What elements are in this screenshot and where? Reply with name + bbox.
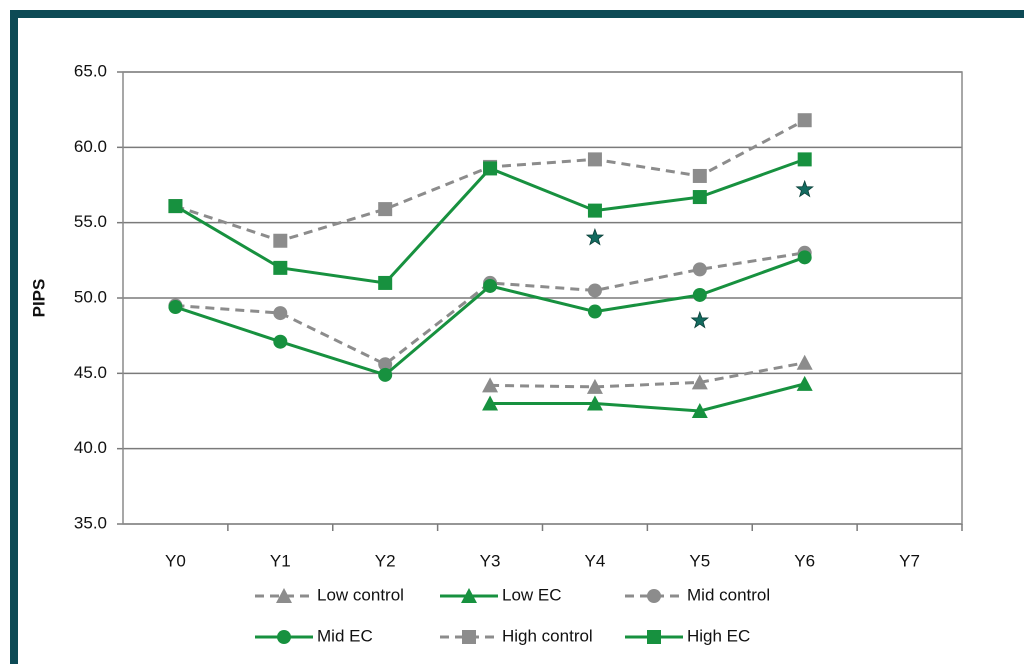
point (586, 378, 603, 394)
point (273, 233, 288, 248)
significance-star (795, 179, 814, 198)
point (483, 161, 498, 176)
point (692, 190, 707, 205)
point (587, 203, 602, 218)
frame-top (10, 10, 1024, 18)
point (378, 357, 393, 372)
legend-label: Low EC (502, 585, 562, 604)
x-tick-label: Y7 (899, 551, 920, 570)
point (378, 367, 393, 382)
point (797, 250, 812, 265)
legend-marker (462, 630, 476, 644)
point (378, 202, 393, 217)
x-tick-label: Y0 (165, 551, 186, 570)
series-line (490, 361, 805, 389)
point (796, 354, 813, 370)
point (168, 199, 183, 214)
x-tick-label: Y6 (794, 551, 815, 570)
point (692, 168, 707, 183)
x-tick-label: Y4 (585, 551, 606, 570)
significance-star (585, 228, 605, 246)
point (796, 375, 813, 391)
y-tick-label: 50.0 (74, 287, 107, 306)
y-axis-label: PIPS (29, 279, 48, 318)
point (483, 278, 498, 293)
significance-star (690, 310, 710, 329)
point (797, 113, 812, 128)
legend-marker (277, 630, 291, 644)
point (273, 260, 288, 275)
point (797, 152, 812, 167)
point (273, 334, 288, 349)
point (168, 300, 183, 315)
x-tick-label: Y3 (480, 551, 501, 570)
legend-marker (647, 589, 661, 603)
point (692, 262, 707, 277)
point (482, 395, 499, 411)
x-tick-label: Y2 (375, 551, 396, 570)
y-tick-label: 35.0 (74, 513, 107, 532)
frame-left (10, 10, 18, 664)
legend-marker (647, 630, 661, 644)
legend-label: High EC (687, 626, 750, 645)
legend-label: Low control (317, 585, 404, 604)
point (587, 283, 602, 298)
legend-marker (276, 588, 292, 603)
legend-marker (461, 588, 477, 603)
point (692, 287, 707, 302)
legend-label: Mid control (687, 585, 770, 604)
point (587, 304, 602, 319)
y-tick-label: 40.0 (74, 438, 107, 457)
y-tick-label: 55.0 (74, 212, 107, 231)
point (691, 403, 708, 418)
series-line (490, 382, 806, 413)
y-tick-label: 60.0 (74, 137, 107, 156)
point (378, 275, 393, 290)
x-tick-label: Y1 (270, 551, 291, 570)
y-tick-label: 65.0 (74, 61, 107, 80)
point (587, 152, 602, 167)
y-tick-label: 45.0 (74, 363, 107, 382)
point (273, 306, 288, 321)
point (482, 377, 499, 393)
legend-label: Mid EC (317, 626, 373, 645)
point (691, 374, 708, 390)
point (586, 395, 603, 411)
legend-label: High control (502, 626, 593, 645)
x-tick-label: Y5 (689, 551, 710, 570)
